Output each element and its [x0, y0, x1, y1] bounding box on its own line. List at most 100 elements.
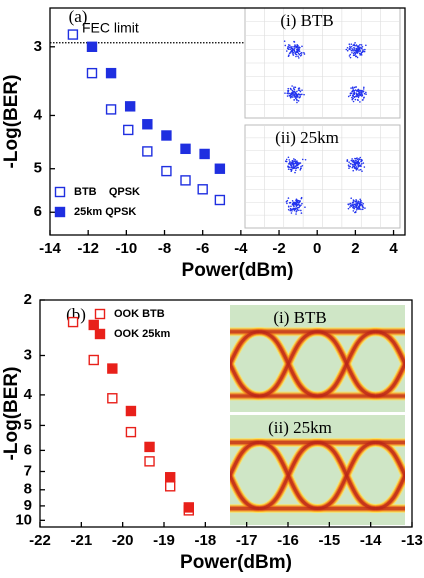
inset-dot [286, 159, 288, 161]
inset-dot [350, 87, 352, 89]
inset-clip-l [190, 305, 230, 412]
inset-dot [299, 94, 301, 96]
x-axis-label: Power(dBm) [182, 260, 294, 281]
inset-dot [347, 47, 349, 49]
inset-dot [296, 48, 298, 50]
inset-dot [297, 56, 299, 58]
inset-dot [354, 212, 356, 214]
inset-dot [294, 159, 296, 161]
y-tick-label: 3 [34, 38, 42, 55]
inset-dot [300, 168, 302, 170]
inset-dot [359, 50, 361, 52]
point [124, 125, 133, 134]
inset-dot [362, 46, 364, 48]
x-tick-label: -13 [401, 532, 423, 549]
inset-dot [288, 197, 290, 199]
inset-dot [288, 205, 290, 207]
inset-dot [348, 204, 350, 206]
inset-dot [361, 95, 363, 97]
inset-dot [298, 57, 300, 59]
y-tick-label: 6 [34, 203, 42, 220]
inset-dot [295, 168, 297, 170]
inset-dot [291, 212, 293, 214]
inset-dot [359, 101, 361, 103]
inset-dot [354, 47, 356, 49]
inset-dot [365, 93, 367, 95]
inset-dot [295, 200, 297, 202]
point [184, 503, 193, 512]
inset-dot [361, 159, 363, 161]
point [162, 167, 171, 176]
point [69, 318, 78, 327]
inset-dot [295, 96, 297, 98]
inset-dot [292, 166, 294, 168]
inset-dot [300, 210, 302, 212]
inset-dot [297, 94, 299, 96]
inset-dot [292, 53, 294, 55]
inset-dot [357, 52, 359, 54]
legend-label: 25km QPSK [74, 206, 136, 218]
inset-dot [364, 166, 366, 168]
inset-dot [353, 208, 355, 210]
inset-dot [293, 164, 295, 166]
point [200, 149, 209, 158]
inset-dot [354, 161, 356, 163]
inset-dot [287, 200, 289, 202]
inset-dot [355, 99, 357, 101]
inset-dot [359, 54, 361, 56]
inset-dot [294, 163, 296, 165]
inset-dot [295, 56, 297, 58]
inset-dot [353, 200, 355, 202]
inset-dot [348, 161, 350, 163]
inset-dot [296, 209, 298, 211]
inset-dot [288, 90, 290, 92]
inset-dot [360, 91, 362, 93]
inset-dot [298, 100, 300, 102]
inset-label: (i) BTB [273, 308, 326, 327]
point [87, 42, 96, 51]
legend-marker [56, 208, 65, 217]
inset-dot [304, 53, 306, 55]
inset-dot [359, 201, 361, 203]
inset-dot [298, 53, 300, 55]
inset-dot [351, 50, 353, 52]
inset-dot [301, 52, 303, 54]
inset-dot [290, 97, 292, 99]
inset-dot [297, 45, 299, 47]
inset-dot [295, 169, 297, 171]
inset-dot [354, 163, 356, 165]
inset-dot [291, 167, 293, 169]
inset-dot [296, 160, 298, 162]
point [181, 144, 190, 153]
point [126, 102, 135, 111]
inset-dot [287, 95, 289, 97]
inset-dot [362, 49, 364, 51]
x-axis-label: Power(dBm) [180, 552, 292, 573]
inset-label: (ii) 25km [268, 418, 332, 437]
inset-dot [290, 96, 292, 98]
inset-dot [299, 96, 301, 98]
inset-dot [293, 99, 295, 101]
x-tick-label: -2 [272, 240, 285, 257]
inset-dot [349, 94, 351, 96]
inset-dot [294, 203, 296, 205]
inset-dot [349, 43, 351, 45]
point [166, 482, 175, 491]
inset-dot [289, 44, 291, 46]
inset-dot [352, 86, 354, 88]
inset-dot [305, 159, 307, 161]
x-tick-label: -20 [112, 532, 134, 549]
inset-dot [351, 43, 353, 45]
inset-dot [298, 209, 300, 211]
inset-dot [359, 47, 361, 49]
inset-dot [288, 159, 290, 161]
x-tick-label: -19 [153, 532, 175, 549]
inset-dot [294, 47, 296, 49]
inset-dot [363, 97, 365, 99]
inset-dot [357, 46, 359, 48]
inset-dot [345, 49, 347, 51]
inset-dot [293, 41, 295, 43]
point [126, 428, 135, 437]
inset-dot [356, 168, 358, 170]
inset-dot [300, 166, 302, 168]
